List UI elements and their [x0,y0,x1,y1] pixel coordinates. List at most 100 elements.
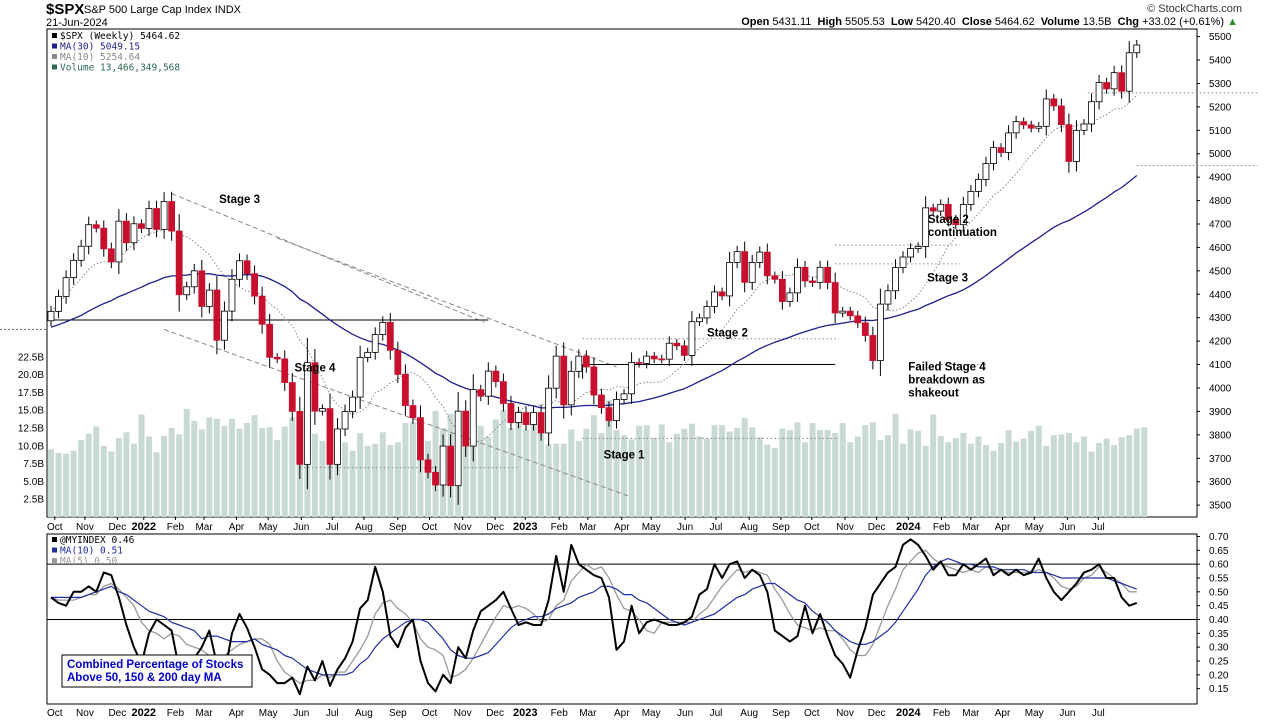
candle-body-up [688,321,696,356]
volume-bar [1073,442,1080,517]
month-label: Dec [868,522,886,533]
candle [1073,120,1080,172]
volume-bar [817,430,824,517]
candle-body-up [85,224,93,247]
candle [680,340,688,361]
volume-tick-label: 2.5B [23,495,44,506]
volume-bar [900,443,907,517]
candle [703,300,711,324]
candle [349,390,357,419]
volume-bar [138,414,145,517]
volume-bar [726,431,733,517]
candle-body-up [922,207,930,247]
volume-bar [1141,427,1148,517]
candle [213,276,221,355]
candle-body-down [168,201,176,232]
candle [477,384,485,402]
candle [673,339,681,351]
indicator-tick-label: 0.20 [1209,670,1229,681]
volume-bar [1050,435,1057,517]
candle-body-up [794,266,801,294]
candle [296,396,304,479]
candle-body-up [703,306,711,319]
price-tick-label: 5400 [1209,56,1232,67]
month-label: Sep [772,708,790,719]
candle [168,191,176,241]
indicator-legend-entry: @MYINDEX 0.46 [60,535,135,546]
exchange: INDX [214,4,241,16]
candle [937,199,945,217]
candle-body-down [266,323,274,358]
stage-annotation: continuation [928,227,997,239]
month-label: Jun [293,708,309,719]
candle-body-down [138,223,145,229]
candle [379,316,387,341]
indicator-series-line [50,538,1138,696]
legend-swatch [52,33,57,38]
trendline [277,237,617,368]
candle [575,349,583,379]
volume-bar [673,433,680,517]
candle-body-down [447,445,455,487]
candle-body-down [432,471,439,486]
month-label: Feb [551,708,569,719]
month-label: Oct [804,522,820,533]
candle-body-up [899,256,907,268]
month-label: May [1025,522,1044,533]
candle [982,156,990,187]
candle-body-up [341,411,349,430]
volume-bar [48,449,54,517]
candle-body-down [243,260,251,275]
candle-body-up [47,310,55,322]
candle-body-up [349,396,357,413]
volume-bar [598,432,605,517]
candle [221,301,228,350]
volume-bar [658,424,665,517]
candle-body-down [273,356,281,360]
candle [907,243,914,263]
candle [620,389,628,405]
year-label: 2024 [896,521,921,533]
candle [439,434,447,497]
candle [288,373,296,421]
candle [319,404,326,416]
price-tick-label: 3700 [1209,454,1232,465]
candle-body-down [198,270,206,307]
chart-date: 21-Jun-2024 [46,17,108,29]
candle [1035,122,1043,133]
year-label: 2022 [131,707,155,719]
candle [1095,74,1103,110]
candle-body-down [869,335,877,361]
volume-bar [741,418,748,517]
candle [85,216,93,255]
volume-bar [839,423,846,517]
candle-body-up [1088,101,1095,125]
stage-annotation: Stage 2 [928,214,969,226]
volume-tick-label: 17.5B [18,388,44,399]
month-label: Jun [1059,708,1075,719]
candle-body-down [251,273,258,297]
volume-bar [967,443,974,517]
candle [809,276,816,287]
candle-body-down [123,220,130,244]
candle-body-down [718,291,726,297]
volume-bar [183,408,190,517]
volume-tick-label: 20.0B [18,370,44,381]
candle [756,246,764,269]
high-label: High [817,16,842,28]
month-label: Jul [326,522,339,533]
indicator-caption-text: Above 50, 150 & 200 day MA [67,672,222,684]
month-label: Apr [614,522,630,533]
candle-body-down [771,275,779,280]
volume-bar [93,426,100,517]
candle-body-up [183,286,191,296]
candle [816,260,824,290]
volume-bar [206,417,213,517]
price-tick-label: 5000 [1209,149,1232,160]
candle [55,289,62,319]
volume-bar [613,430,620,517]
volume-bar [786,430,793,517]
candle [130,216,138,251]
volume-bar [538,432,545,517]
candle [1057,98,1065,133]
